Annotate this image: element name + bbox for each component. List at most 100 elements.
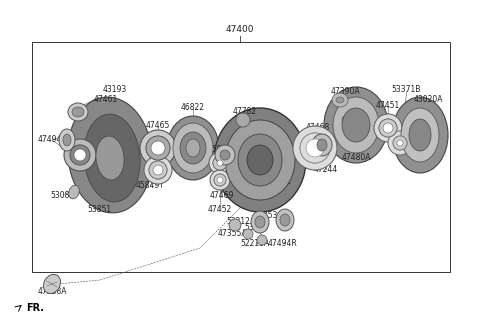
Ellipse shape	[146, 136, 170, 160]
Ellipse shape	[324, 87, 388, 163]
Text: 47480A: 47480A	[341, 154, 371, 162]
Text: 47390A: 47390A	[330, 88, 360, 96]
Text: 47461: 47461	[94, 95, 118, 105]
Ellipse shape	[293, 126, 337, 170]
Text: 47381: 47381	[346, 104, 370, 113]
Ellipse shape	[68, 97, 152, 213]
Ellipse shape	[332, 93, 348, 107]
Ellipse shape	[393, 136, 407, 150]
Ellipse shape	[243, 229, 253, 239]
Text: 47382: 47382	[268, 177, 292, 187]
Text: 47451: 47451	[376, 100, 400, 110]
Ellipse shape	[149, 161, 167, 179]
Text: 45849T: 45849T	[207, 146, 237, 154]
Ellipse shape	[149, 161, 167, 179]
Text: 47147B: 47147B	[293, 151, 323, 159]
Text: 53371B: 53371B	[391, 86, 420, 94]
Ellipse shape	[229, 219, 241, 231]
Text: 51310: 51310	[218, 151, 242, 159]
Ellipse shape	[312, 134, 332, 156]
Ellipse shape	[388, 131, 412, 155]
Text: 47244: 47244	[314, 166, 338, 174]
Ellipse shape	[220, 150, 230, 160]
Ellipse shape	[217, 177, 223, 183]
Ellipse shape	[317, 139, 327, 151]
Ellipse shape	[257, 235, 267, 245]
Ellipse shape	[401, 108, 439, 162]
Text: 52212: 52212	[226, 217, 250, 227]
Text: 43020A: 43020A	[413, 95, 443, 105]
Ellipse shape	[255, 216, 265, 228]
Ellipse shape	[186, 139, 200, 157]
Ellipse shape	[251, 211, 269, 233]
Bar	[32, 42, 450, 272]
Ellipse shape	[236, 113, 250, 127]
Text: 47465: 47465	[146, 120, 170, 130]
Ellipse shape	[153, 165, 163, 175]
Ellipse shape	[72, 107, 84, 117]
Ellipse shape	[70, 145, 90, 165]
Ellipse shape	[217, 160, 223, 166]
Text: 53851: 53851	[87, 206, 111, 215]
Ellipse shape	[74, 149, 86, 161]
Text: 52213A: 52213A	[240, 239, 270, 249]
Text: 47494R: 47494R	[267, 239, 297, 249]
Text: 53086: 53086	[50, 191, 74, 199]
Ellipse shape	[300, 133, 330, 163]
Ellipse shape	[144, 156, 172, 184]
Ellipse shape	[336, 97, 344, 103]
Text: 45849T: 45849T	[135, 180, 165, 190]
Ellipse shape	[342, 116, 348, 124]
Text: 47782: 47782	[233, 108, 257, 116]
Ellipse shape	[379, 119, 397, 137]
Ellipse shape	[214, 108, 306, 212]
Ellipse shape	[300, 133, 330, 163]
Ellipse shape	[280, 214, 290, 226]
Text: 53865: 53865	[244, 223, 268, 233]
Ellipse shape	[215, 145, 235, 165]
Ellipse shape	[374, 114, 402, 142]
Ellipse shape	[84, 114, 140, 202]
Ellipse shape	[392, 97, 448, 173]
Ellipse shape	[247, 145, 273, 175]
Text: 47358A: 47358A	[37, 288, 67, 297]
Ellipse shape	[44, 275, 60, 294]
Ellipse shape	[306, 139, 324, 157]
Text: 43193: 43193	[103, 86, 127, 94]
Ellipse shape	[173, 123, 213, 173]
Ellipse shape	[409, 119, 431, 151]
Ellipse shape	[68, 103, 88, 121]
Ellipse shape	[238, 134, 282, 186]
Ellipse shape	[333, 97, 379, 153]
Ellipse shape	[210, 170, 230, 190]
Ellipse shape	[151, 141, 165, 155]
Ellipse shape	[338, 112, 352, 128]
Text: 47469: 47469	[210, 191, 234, 199]
Text: 47452: 47452	[208, 206, 232, 215]
Ellipse shape	[225, 120, 295, 200]
Ellipse shape	[214, 174, 226, 186]
Ellipse shape	[393, 136, 407, 150]
Ellipse shape	[63, 134, 71, 146]
Ellipse shape	[96, 136, 124, 180]
Ellipse shape	[167, 116, 219, 180]
Ellipse shape	[70, 145, 90, 165]
Ellipse shape	[342, 108, 370, 142]
Text: 47400: 47400	[226, 26, 254, 34]
Text: 47494L: 47494L	[38, 135, 66, 145]
Ellipse shape	[276, 209, 294, 231]
Ellipse shape	[59, 129, 75, 151]
Ellipse shape	[180, 132, 206, 164]
Ellipse shape	[140, 130, 176, 166]
Ellipse shape	[209, 152, 231, 174]
Text: 47468: 47468	[306, 124, 330, 133]
Ellipse shape	[214, 174, 226, 186]
Text: FR.: FR.	[26, 303, 44, 313]
Ellipse shape	[213, 156, 227, 170]
Text: 46822: 46822	[181, 104, 205, 113]
Ellipse shape	[146, 136, 170, 160]
Ellipse shape	[69, 185, 79, 199]
Text: 47353A: 47353A	[253, 211, 283, 219]
Ellipse shape	[213, 156, 227, 170]
Ellipse shape	[379, 119, 397, 137]
